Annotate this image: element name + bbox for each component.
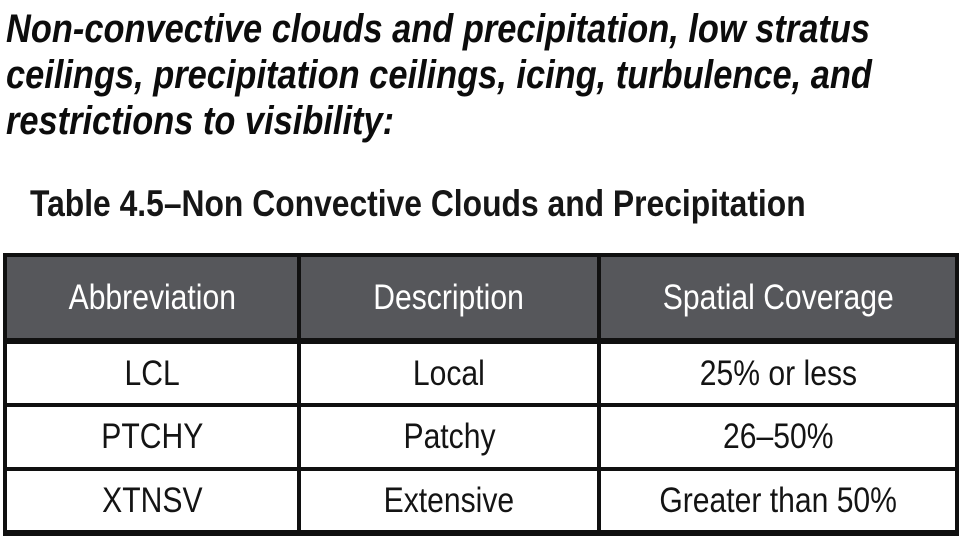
cell-spatial-coverage: 25% or less (597, 339, 959, 407)
cell-spatial-coverage-value: Greater than 50% (659, 480, 897, 520)
cell-spatial-coverage-value: 25% or less (699, 353, 857, 393)
coverage-table: Abbreviation Description Spatial Coverag… (3, 253, 959, 536)
table-header-row: Abbreviation Description Spatial Coverag… (3, 253, 959, 344)
cell-abbreviation: PTCHY (3, 403, 301, 471)
cell-spatial-coverage-value: 26–50% (722, 417, 834, 456)
cell-description-value: Patchy (402, 417, 496, 456)
table-row: LCL Local 25% or less (3, 339, 959, 407)
cell-abbreviation-value: PTCHY (100, 417, 204, 456)
section-heading-line-text: Non-convective clouds and precipitation,… (6, 7, 870, 51)
column-header-abbreviation-label: Abbreviation (68, 277, 236, 317)
coverage-table-header: Abbreviation Description Spatial Coverag… (3, 253, 959, 344)
cell-description: Extensive (297, 467, 601, 536)
table-title: Table 4.5–Non Convective Clouds and Prec… (30, 184, 959, 224)
section-heading: Non-convective clouds and precipitation,… (0, 0, 959, 144)
column-header-spatial-coverage: Spatial Coverage (597, 253, 959, 344)
cell-abbreviation-value: LCL (124, 353, 180, 393)
cell-description-value: Extensive (383, 480, 515, 520)
table-row: XTNSV Extensive Greater than 50% (3, 467, 959, 536)
cell-spatial-coverage: Greater than 50% (597, 467, 959, 536)
cell-spatial-coverage: 26–50% (597, 403, 959, 471)
column-header-description: Description (297, 253, 601, 344)
cell-abbreviation: XTNSV (3, 467, 301, 536)
section-heading-line: Non-convective clouds and precipitation,… (6, 6, 959, 52)
column-header-description-label: Description (373, 277, 525, 317)
table-row: PTCHY Patchy 26–50% (3, 403, 959, 471)
column-header-abbreviation: Abbreviation (3, 253, 301, 344)
table-title-text: Table 4.5–Non Convective Clouds and Prec… (30, 183, 806, 224)
section-heading-line: ceilings, precipitation ceilings, icing,… (6, 52, 959, 98)
cell-abbreviation: LCL (3, 339, 301, 407)
section-heading-line-text: ceilings, precipitation ceilings, icing,… (6, 53, 872, 97)
column-header-spatial-coverage-label: Spatial Coverage (662, 277, 894, 317)
cell-description: Patchy (297, 403, 601, 471)
cell-description-value: Local (413, 353, 485, 393)
coverage-table-body: LCL Local 25% or less PTCHY Patchy 26–50… (3, 339, 959, 536)
cell-abbreviation-value: XTNSV (101, 480, 203, 520)
cell-description: Local (297, 339, 601, 407)
section-heading-line: restrictions to visibility: (6, 98, 959, 144)
section-heading-line-text: restrictions to visibility: (6, 99, 395, 143)
